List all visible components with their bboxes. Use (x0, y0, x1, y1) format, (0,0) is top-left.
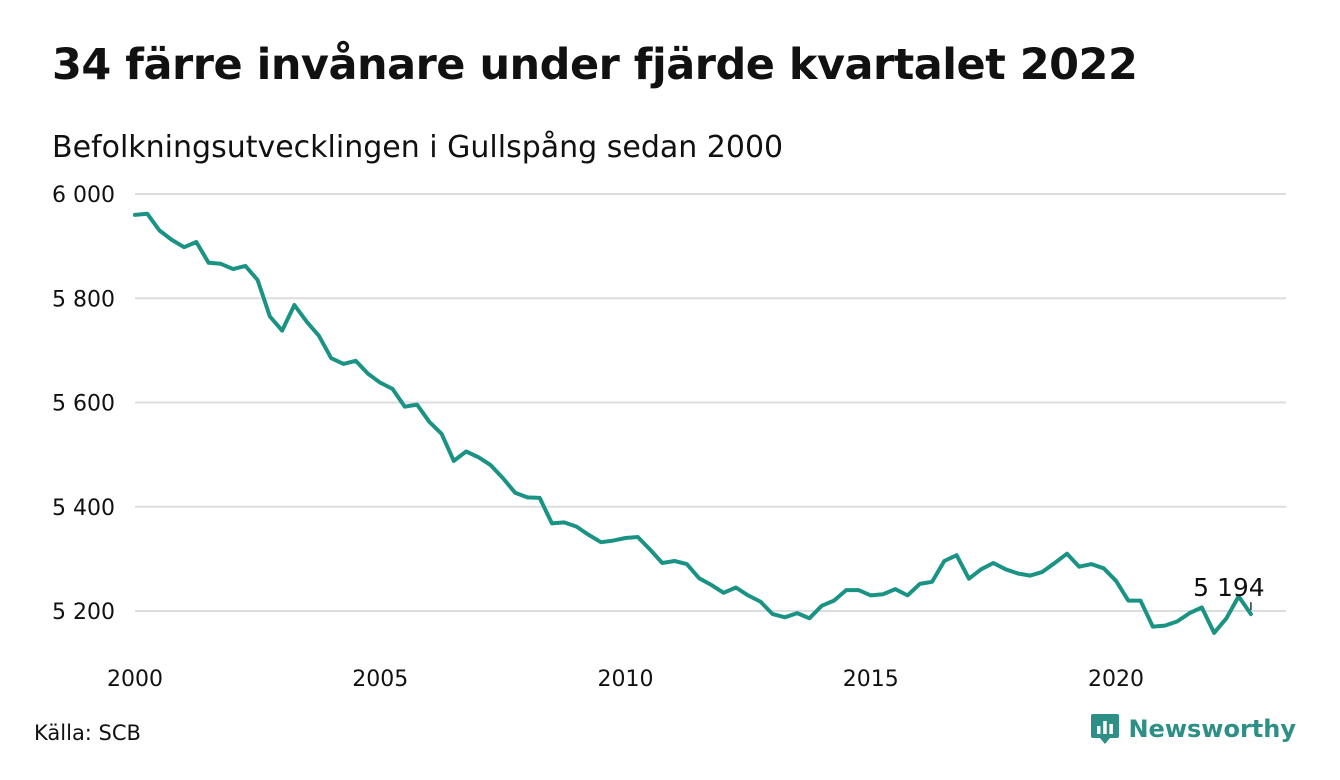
grid-lines (135, 193, 1286, 612)
y-tick-label: 5 800 (52, 287, 115, 312)
last-value-annotation: 5 194 (1193, 573, 1265, 611)
y-tick-label: 5 200 (52, 600, 115, 625)
y-axis: 5 200 5 400 5 600 5 800 6 000 (52, 183, 115, 625)
source-note: Källa: SCB (34, 721, 141, 745)
y-tick-label: 6 000 (52, 183, 115, 208)
annotation-label: 5 194 (1193, 573, 1265, 602)
chart-title: 34 färre invånare under fjärde kvartalet… (52, 40, 1138, 90)
population-series-line (133, 211, 1253, 635)
x-tick-label: 2010 (598, 667, 654, 692)
newsworthy-logo-icon (1091, 714, 1120, 744)
y-tick-label: 5 600 (52, 392, 115, 417)
chart-subtitle: Befolkningsutvecklingen i Gullspång seda… (52, 130, 784, 165)
x-axis: 2000 2005 2010 2015 2020 (107, 667, 1144, 692)
brand-logo: Newsworthy (1090, 712, 1296, 746)
x-tick-label: 2000 (107, 667, 163, 692)
x-tick-label: 2015 (843, 667, 899, 692)
x-tick-label: 2005 (352, 667, 408, 692)
brand-name: Newsworthy (1128, 715, 1296, 743)
x-tick-label: 2020 (1088, 667, 1144, 692)
y-tick-label: 5 400 (52, 496, 115, 521)
